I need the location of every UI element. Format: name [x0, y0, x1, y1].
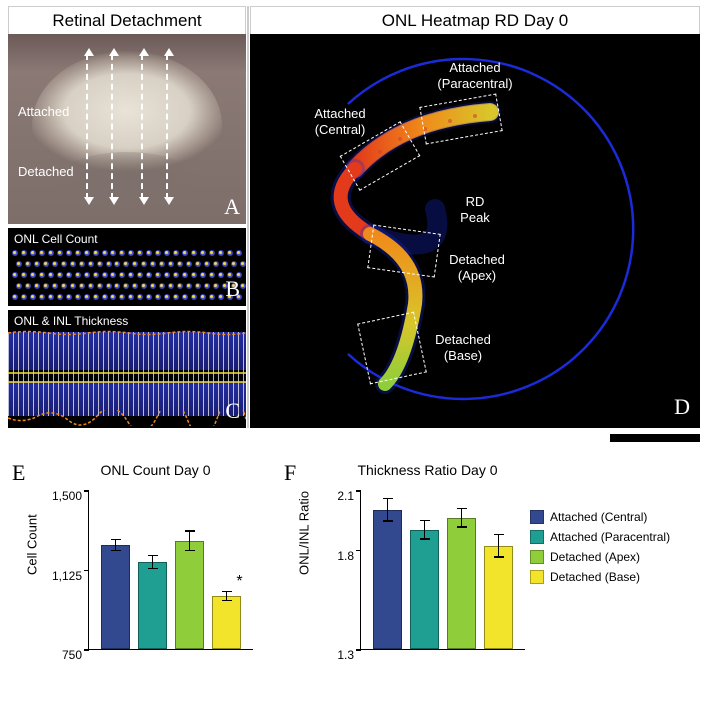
- legend-label: Detached (Base): [550, 570, 640, 584]
- section-arrow: [111, 54, 113, 199]
- detachment-region: [52, 152, 202, 217]
- onl-bottom-line: [8, 368, 246, 378]
- chart-e-title: ONL Count Day 0: [38, 462, 273, 478]
- panel-a-fundus: Attached Detached A: [8, 34, 246, 224]
- bar: [447, 518, 477, 649]
- panel-letter-c: C: [225, 398, 240, 424]
- panel-b-cellcount: ONL Cell Count B: [8, 228, 246, 306]
- heatmap-svg: [250, 34, 700, 428]
- section-arrow: [141, 54, 143, 199]
- legend: Attached (Central) Attached (Paracentral)…: [530, 510, 670, 590]
- legend-label: Detached (Apex): [550, 550, 640, 564]
- legend-row: Attached (Central): [530, 510, 670, 524]
- panel-b-label: ONL Cell Count: [14, 232, 98, 246]
- label-rd-peak: RDPeak: [450, 194, 500, 225]
- label-att-cent: Attached(Central): [305, 106, 375, 137]
- panel-c-thickness: ONL & INL Thickness C: [8, 310, 246, 428]
- legend-label: Attached (Paracentral): [550, 530, 670, 544]
- significance-star: *: [236, 573, 242, 591]
- legend-swatch: [530, 510, 544, 524]
- bar: [175, 541, 205, 649]
- legend-swatch: [530, 550, 544, 564]
- panel-letter-b: B: [225, 276, 240, 302]
- panel-letter-f: F: [284, 460, 296, 486]
- legend-swatch: [530, 530, 544, 544]
- label-det-apex: Detached(Apex): [442, 252, 512, 283]
- inl-bottom-line: [8, 410, 246, 426]
- onl-top-line: [8, 328, 246, 336]
- box-detached-apex: [367, 224, 440, 277]
- label-att-para: Attached(Paracentral): [430, 60, 520, 91]
- panel-letter-d: D: [674, 394, 690, 420]
- panel-letter-e: E: [12, 460, 25, 486]
- bar: [373, 510, 403, 649]
- chart-e-ylabel: Cell Count: [25, 514, 40, 575]
- section-arrow: [86, 54, 88, 199]
- label-attached: Attached: [18, 104, 69, 119]
- inl-top-line: [8, 378, 246, 386]
- panel-c-label: ONL & INL Thickness: [14, 314, 128, 328]
- bar: [101, 545, 131, 649]
- panel-letter-a: A: [224, 194, 240, 220]
- ytick-label: 1,500: [38, 489, 82, 503]
- chart-f-title: Thickness Ratio Day 0: [310, 462, 545, 478]
- label-detached: Detached: [18, 164, 74, 179]
- bar: [484, 546, 514, 649]
- legend-row: Detached (Base): [530, 570, 670, 584]
- ytick-label: 1.3: [310, 648, 354, 662]
- ytick-label: 2.1: [310, 489, 354, 503]
- chart-e: E ONL Count Day 0 Cell Count * 7501,1251…: [38, 462, 273, 687]
- chart-e-plot: *: [88, 490, 253, 650]
- legend-swatch: [530, 570, 544, 584]
- ytick-label: 750: [38, 648, 82, 662]
- legend-row: Detached (Apex): [530, 550, 670, 564]
- legend-label: Attached (Central): [550, 510, 647, 524]
- bar: [138, 562, 168, 649]
- box-detached-base: [357, 312, 427, 385]
- ytick-label: 1,125: [38, 569, 82, 583]
- bar: [212, 596, 242, 649]
- panel-divider: [247, 6, 249, 428]
- panel-d-heatmap: Attached(Paracentral) Attached(Central) …: [250, 34, 700, 428]
- title-left: Retinal Detachment: [8, 6, 246, 34]
- chart-f-plot: [360, 490, 525, 650]
- ytick-label: 1.8: [310, 549, 354, 563]
- scale-bar: [610, 434, 700, 442]
- title-right: ONL Heatmap RD Day 0: [250, 6, 700, 34]
- legend-row: Attached (Paracentral): [530, 530, 670, 544]
- label-det-base: Detached(Base): [428, 332, 498, 363]
- section-arrow: [166, 54, 168, 199]
- bar: [410, 530, 440, 649]
- chart-f: F Thickness Ratio Day 0 ONL/INL Ratio 1.…: [310, 462, 545, 687]
